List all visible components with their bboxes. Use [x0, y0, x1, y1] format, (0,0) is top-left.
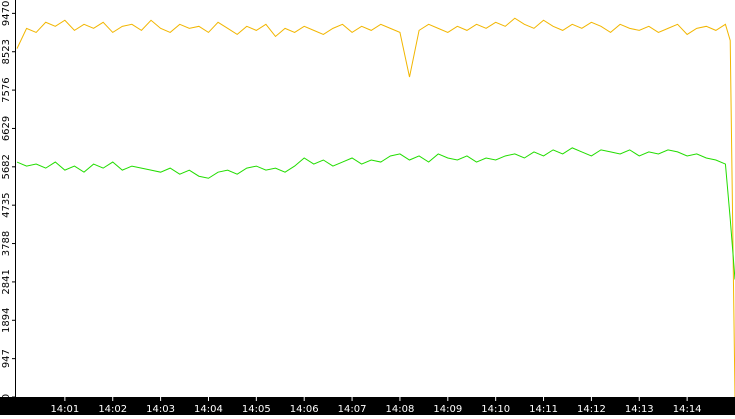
- x-tick-label: 14:01: [50, 404, 79, 415]
- y-tick-label: 1894: [1, 308, 12, 333]
- y-tick-label: 0: [1, 394, 12, 400]
- series-line: [16, 147, 735, 280]
- y-tick-label: 3788: [1, 231, 12, 256]
- x-tick-label: 14:11: [529, 404, 558, 415]
- y-tick-label: 4735: [1, 192, 12, 217]
- x-tick-label: 14:14: [673, 404, 702, 415]
- x-tick-label: 14:06: [290, 404, 319, 415]
- x-tick-label: 14:08: [386, 404, 415, 415]
- y-tick-label: 6629: [1, 116, 12, 141]
- x-tick-label: 14:05: [242, 404, 271, 415]
- x-tick-label: 14:04: [194, 404, 223, 415]
- x-tick-label: 14:03: [146, 404, 175, 415]
- series-line: [16, 17, 735, 398]
- x-tick-label: 14:12: [577, 404, 606, 415]
- x-axis-band: [0, 397, 735, 415]
- x-tick-label: 14:02: [98, 404, 127, 415]
- x-tick-label: 14:13: [625, 404, 654, 415]
- x-tick-label: 14:09: [433, 404, 462, 415]
- x-tick-label: 14:10: [481, 404, 510, 415]
- y-tick-label: 8523: [1, 39, 12, 64]
- x-tick-label: 14:07: [338, 404, 367, 415]
- y-tick-label: 7576: [1, 77, 12, 102]
- y-tick-label: 5682: [1, 154, 12, 179]
- y-tick-label: 2841: [1, 269, 12, 294]
- y-tick-label: 947: [1, 349, 12, 368]
- y-tick-label: 9470: [1, 1, 12, 26]
